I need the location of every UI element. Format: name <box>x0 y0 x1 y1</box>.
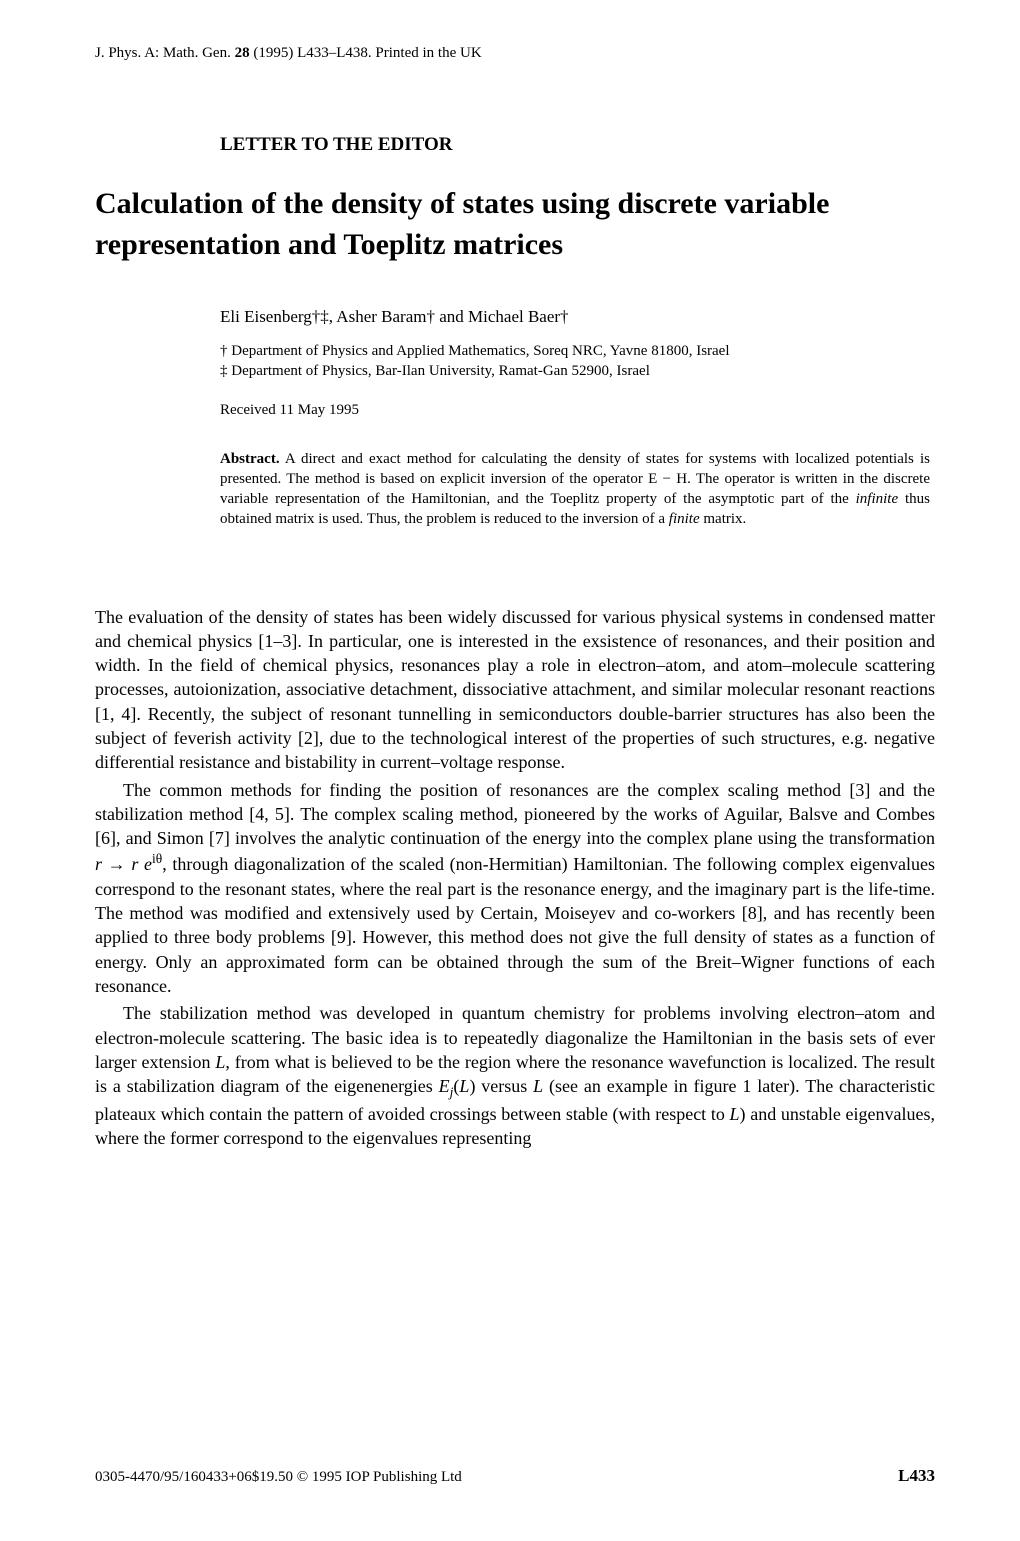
paragraph-2: The common methods for finding the posit… <box>95 778 935 999</box>
para2-text-a: The common methods for finding the posit… <box>95 780 935 849</box>
volume: 28 <box>235 45 250 61</box>
abstract: Abstract. A direct and exact method for … <box>220 449 930 530</box>
journal-name: J. Phys. A: Math. Gen. <box>95 45 235 61</box>
para2-text-b: , through diagonalization of the scaled … <box>95 854 935 995</box>
paragraph-3: The stabilization method was developed i… <box>95 1001 935 1150</box>
journal-header: J. Phys. A: Math. Gen. 28 (1995) L433–L4… <box>95 45 935 62</box>
letter-heading: LETTER TO THE EDITOR <box>220 134 935 156</box>
abstract-italic-1: infinite <box>856 491 899 507</box>
isbn-copyright: 0305-4470/95/160433+06$19.50 © 1995 IOP … <box>95 1469 462 1486</box>
para3-L3: L <box>533 1076 543 1096</box>
para3-text-d: ) versus <box>469 1076 533 1096</box>
abstract-label: Abstract. <box>220 451 280 467</box>
year-pages: (1995) L433–L438. Printed in the UK <box>250 45 482 61</box>
abstract-text-3: matrix. <box>700 511 747 527</box>
affiliation-2: ‡ Department of Physics, Bar-Ilan Univer… <box>220 361 935 381</box>
affiliation-1: † Department of Physics and Applied Math… <box>220 341 935 361</box>
footer: 0305-4470/95/160433+06$19.50 © 1995 IOP … <box>95 1466 935 1486</box>
para3-Ej: E <box>439 1076 450 1096</box>
para3-L2: L <box>459 1076 469 1096</box>
page-number: L433 <box>898 1466 935 1486</box>
para3-L4: L <box>730 1104 740 1124</box>
abstract-italic-2: finite <box>669 511 700 527</box>
abstract-text-1: A direct and exact method for calculatin… <box>220 451 930 508</box>
received-date: Received 11 May 1995 <box>220 402 935 419</box>
para3-L1: L <box>215 1052 225 1072</box>
paragraph-1: The evaluation of the density of states … <box>95 605 935 775</box>
para2-exponent: iθ <box>152 851 162 866</box>
paper-title: Calculation of the density of states usi… <box>95 184 935 265</box>
authors: Eli Eisenberg†‡, Asher Baram† and Michae… <box>220 307 935 327</box>
affiliations: † Department of Physics and Applied Math… <box>220 341 935 382</box>
para2-math: r → r e <box>95 854 152 874</box>
